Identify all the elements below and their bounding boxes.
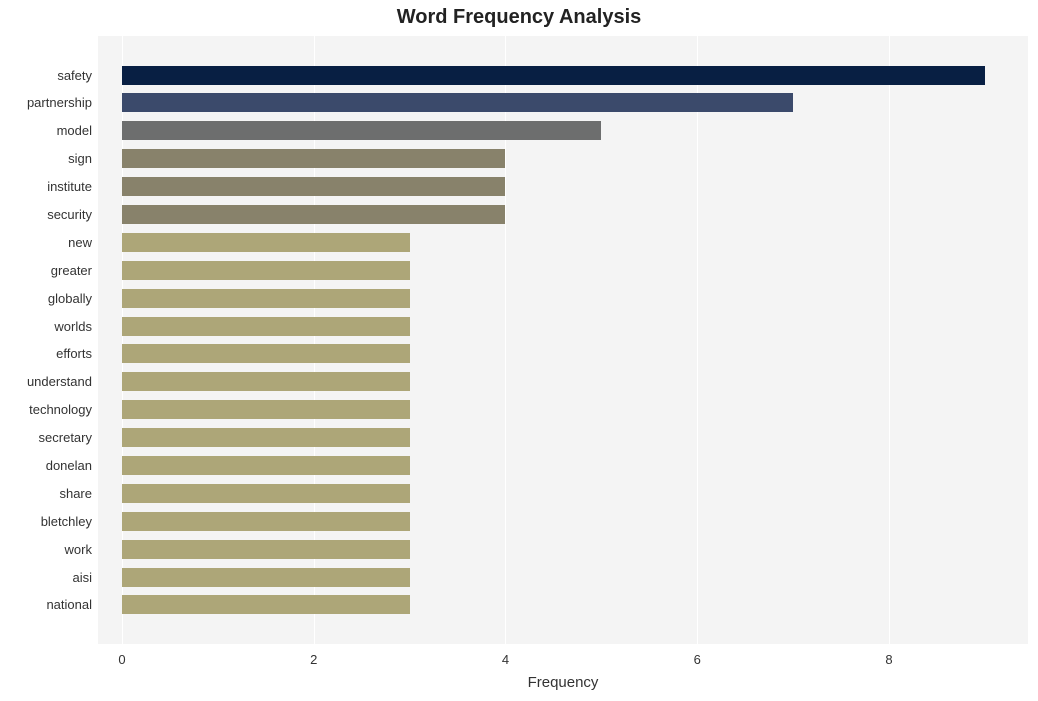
y-axis-label: security <box>47 207 92 222</box>
y-axis-label: national <box>46 597 92 612</box>
y-axis-label: aisi <box>72 570 92 585</box>
bar <box>122 93 793 112</box>
bar <box>122 512 410 531</box>
y-axis-label: institute <box>47 179 92 194</box>
bar <box>122 317 410 336</box>
y-axis-label: donelan <box>46 458 92 473</box>
bar <box>122 205 506 224</box>
bar <box>122 261 410 280</box>
y-axis-label: technology <box>29 402 92 417</box>
x-tick-label: 8 <box>885 652 892 667</box>
x-tick-label: 2 <box>310 652 317 667</box>
grid-line <box>889 36 890 644</box>
bar <box>122 456 410 475</box>
word-frequency-chart: Word Frequency Analysis Frequency safety… <box>0 0 1038 701</box>
y-axis-label: bletchley <box>41 514 92 529</box>
y-axis-label: new <box>68 235 92 250</box>
bar <box>122 595 410 614</box>
bar <box>122 540 410 559</box>
bar <box>122 233 410 252</box>
chart-title: Word Frequency Analysis <box>0 6 1038 29</box>
y-axis-label: efforts <box>56 346 92 361</box>
y-axis-label: worlds <box>54 319 92 334</box>
x-axis-title: Frequency <box>98 674 1028 691</box>
plot-area <box>98 36 1028 644</box>
y-axis-label: work <box>65 542 92 557</box>
bar <box>122 484 410 503</box>
x-tick-label: 0 <box>118 652 125 667</box>
bar <box>122 568 410 587</box>
y-axis-label: understand <box>27 374 92 389</box>
y-axis-label: share <box>59 486 92 501</box>
bar <box>122 149 506 168</box>
x-tick-label: 4 <box>502 652 509 667</box>
bar <box>122 66 985 85</box>
bar <box>122 121 601 140</box>
grid-line <box>697 36 698 644</box>
y-axis-label: sign <box>68 151 92 166</box>
y-axis-label: globally <box>48 291 92 306</box>
bar <box>122 177 506 196</box>
y-axis-label: model <box>57 123 92 138</box>
y-axis-label: greater <box>51 263 92 278</box>
bar <box>122 289 410 308</box>
y-axis-label: partnership <box>27 95 92 110</box>
bar <box>122 400 410 419</box>
x-tick-label: 6 <box>694 652 701 667</box>
y-axis-label: secretary <box>39 430 92 445</box>
bar <box>122 344 410 363</box>
y-axis-label: safety <box>57 68 92 83</box>
bar <box>122 428 410 447</box>
bar <box>122 372 410 391</box>
